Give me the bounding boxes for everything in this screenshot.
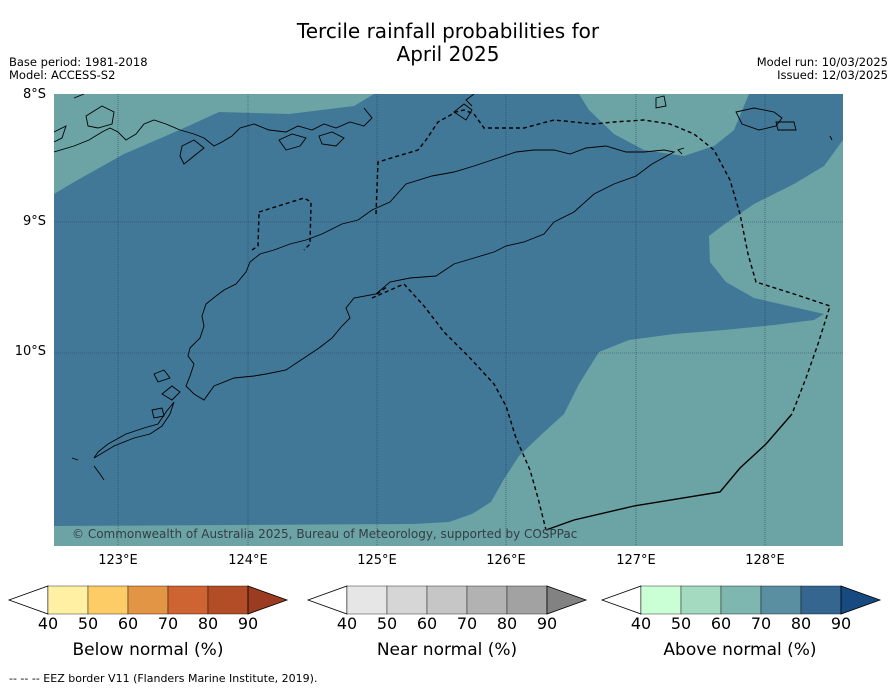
lon-label-124e: 124°E bbox=[228, 553, 268, 568]
meta-left: Base period: 1981-2018 Model: ACCESS-S2 bbox=[9, 56, 148, 82]
above-swatch-3 bbox=[720, 585, 762, 615]
lon-label-126e: 126°E bbox=[486, 553, 526, 568]
above-tick-50: 50 bbox=[670, 614, 692, 633]
near-swatch-4 bbox=[466, 585, 508, 615]
below-swatch-5 bbox=[207, 585, 249, 615]
above-normal-70-80-region bbox=[54, 94, 843, 526]
model-name: Model: ACCESS-S2 bbox=[9, 68, 116, 82]
above-tick-40: 40 bbox=[630, 614, 652, 633]
above-tick-70: 70 bbox=[750, 614, 772, 633]
near-tick-70: 70 bbox=[456, 614, 478, 633]
above-tick-60: 60 bbox=[710, 614, 732, 633]
graticule bbox=[54, 94, 843, 546]
below-tick-90: 90 bbox=[237, 614, 259, 633]
eez-solid-border bbox=[545, 413, 793, 531]
below-swatch-2 bbox=[87, 585, 129, 615]
map-title: Tercile rainfall probabilities for April… bbox=[0, 20, 896, 66]
below-extend-low bbox=[7, 585, 49, 615]
lon-label-127e: 127°E bbox=[616, 553, 656, 568]
below-swatch-1 bbox=[47, 585, 89, 615]
colorbar-near-title: Near normal (%) bbox=[376, 640, 518, 660]
copyright-notice: © Commonwealth of Australia 2025, Bureau… bbox=[72, 527, 578, 541]
lat-label-8s: 8°S bbox=[22, 87, 46, 102]
lat-label-10s: 10°S bbox=[14, 344, 46, 359]
lon-label-128e: 128°E bbox=[745, 553, 785, 568]
title-line-1: Tercile rainfall probabilities for bbox=[296, 19, 600, 43]
above-swatch-2 bbox=[680, 585, 722, 615]
rainfall-map bbox=[54, 94, 843, 546]
colorbar-near bbox=[306, 585, 588, 615]
lon-label-123e: 123°E bbox=[98, 553, 138, 568]
above-swatch-1 bbox=[640, 585, 682, 615]
near-tick-90: 90 bbox=[536, 614, 558, 633]
title-line-2: April 2025 bbox=[396, 42, 500, 66]
near-tick-80: 80 bbox=[496, 614, 518, 633]
colorbar-below-title: Below normal (%) bbox=[72, 640, 224, 660]
issued-date: Issued: 12/03/2025 bbox=[777, 68, 888, 82]
base-period: Base period: 1981-2018 bbox=[9, 55, 148, 69]
above-extend-low bbox=[600, 585, 642, 615]
near-extend-low bbox=[306, 585, 348, 615]
near-tick-60: 60 bbox=[416, 614, 438, 633]
near-swatch-1 bbox=[346, 585, 388, 615]
colorbar-below bbox=[7, 585, 289, 615]
near-tick-50: 50 bbox=[376, 614, 398, 633]
above-swatch-4 bbox=[760, 585, 802, 615]
near-swatch-5 bbox=[506, 585, 548, 615]
colorbar-above-title: Above normal (%) bbox=[663, 640, 817, 660]
above-tick-80: 80 bbox=[790, 614, 812, 633]
below-tick-80: 80 bbox=[197, 614, 219, 633]
colorbars bbox=[7, 585, 882, 615]
below-extend-high bbox=[247, 585, 289, 615]
above-extend-high bbox=[840, 585, 882, 615]
above-swatch-5 bbox=[800, 585, 842, 615]
below-swatch-3 bbox=[127, 585, 169, 615]
below-tick-60: 60 bbox=[117, 614, 139, 633]
near-extend-high bbox=[546, 585, 588, 615]
model-run: Model run: 10/03/2025 bbox=[756, 55, 888, 69]
lat-label-9s: 9°S bbox=[22, 214, 46, 229]
coastline bbox=[54, 94, 833, 481]
colorbar-above bbox=[600, 585, 882, 615]
above-tick-90: 90 bbox=[830, 614, 852, 633]
near-tick-40: 40 bbox=[336, 614, 358, 633]
below-tick-70: 70 bbox=[157, 614, 179, 633]
near-swatch-2 bbox=[386, 585, 428, 615]
eez-border bbox=[251, 109, 831, 531]
below-swatch-4 bbox=[167, 585, 209, 615]
below-tick-50: 50 bbox=[77, 614, 99, 633]
below-tick-40: 40 bbox=[37, 614, 59, 633]
lon-label-125e: 125°E bbox=[357, 553, 397, 568]
eez-footnote: -- -- -- EEZ border V11 (Flanders Marine… bbox=[9, 672, 318, 685]
meta-right: Model run: 10/03/2025 Issued: 12/03/2025 bbox=[757, 56, 888, 82]
near-swatch-3 bbox=[426, 585, 468, 615]
